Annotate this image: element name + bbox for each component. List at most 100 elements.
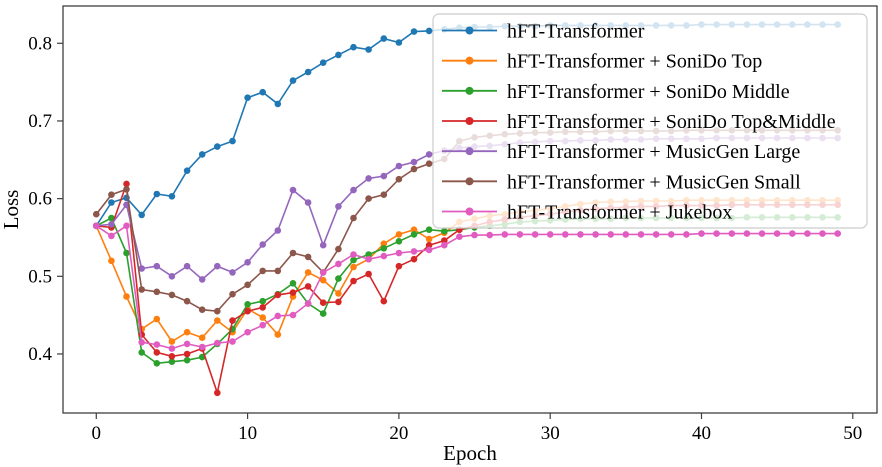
series-marker [380,35,388,42]
series-marker [259,88,267,96]
plot-spines [62,5,878,414]
series-marker [335,203,342,210]
series-marker [289,249,297,257]
x-tick-label: 50 [843,423,862,444]
series-marker [395,162,403,170]
series-marker [350,263,357,271]
legend-box [432,13,868,229]
series-marker [425,151,433,158]
series-marker [108,221,115,228]
series-marker [713,230,720,237]
series-marker [244,328,251,336]
series-marker [425,160,433,167]
series-marker [304,269,312,276]
series-marker [350,43,357,51]
series-marker [304,68,312,76]
series-marker [834,230,841,237]
series-marker [441,237,448,244]
series-marker [592,231,599,238]
series-marker [183,340,191,348]
y-tick-label: 0.5 [28,266,52,287]
series-marker [138,349,145,356]
series-marker [425,241,433,249]
series-marker [380,245,388,252]
series-marker [516,231,524,238]
series-marker [259,314,267,321]
series-marker [350,277,357,285]
series-marker [410,255,418,263]
series-marker [183,350,191,358]
series-marker [289,289,297,296]
series-marker [622,231,630,238]
series-marker [335,275,342,282]
y-tick-label: 0.7 [28,111,52,132]
series-marker [229,338,236,345]
series-marker [168,273,176,280]
series-marker [758,230,766,237]
series-marker [350,214,357,222]
series-marker [123,222,130,230]
series-marker [425,235,433,243]
series-marker [335,260,342,268]
series-marker [259,267,267,275]
series-marker [410,158,418,166]
legend-label: hFT-Transformer + SoniDo Middle [507,81,790,103]
series-marker [456,233,463,240]
series-marker [531,231,539,238]
series-marker [743,230,751,237]
series-marker [819,230,826,237]
series-marker [319,299,327,307]
series-marker [304,300,312,307]
series-marker [395,39,403,46]
series-marker [183,297,191,305]
series-marker [410,231,418,238]
series-marker [198,151,206,158]
series-marker [259,297,267,305]
series-marker [153,190,161,198]
series-marker [138,339,145,346]
series-marker [380,240,388,247]
series-marker [274,227,282,234]
series-marker [319,59,327,66]
series-marker [304,199,312,206]
legend-marker-dot [465,207,474,216]
series-marker [183,262,191,270]
series-marker [138,286,145,293]
series-marker [425,246,433,254]
series-marker [319,269,327,276]
series-marker [214,317,221,324]
series-marker [562,231,569,238]
x-axis-label: Epoch [443,441,497,465]
x-tick-label: 10 [238,423,257,444]
series-marker [153,288,161,296]
series-marker [607,231,614,238]
series-marker [335,51,342,59]
series-marker [153,262,161,270]
series-marker [698,230,705,237]
series-marker [319,310,327,317]
legend-label: hFT-Transformer + Jukebox [507,202,732,224]
series-marker [350,251,357,258]
series-marker [259,304,267,311]
series-marker [410,226,418,233]
legend-marker-dot [465,86,474,95]
series-marker [652,231,660,238]
series-marker [168,353,176,360]
series-marker [773,230,781,237]
series-marker [274,291,282,299]
series-marker [274,267,282,275]
series-marker [123,180,130,188]
series-marker [380,297,388,305]
series-marker [289,186,297,194]
legend-label: hFT-Transformer + SoniDo Top [507,51,762,73]
series-marker [108,191,115,198]
series-marker [395,249,403,257]
series-marker [183,328,191,336]
series-marker [546,231,554,238]
series-marker [410,248,418,255]
series-marker [108,232,115,240]
series-marker [153,341,161,348]
series-marker [183,356,191,364]
